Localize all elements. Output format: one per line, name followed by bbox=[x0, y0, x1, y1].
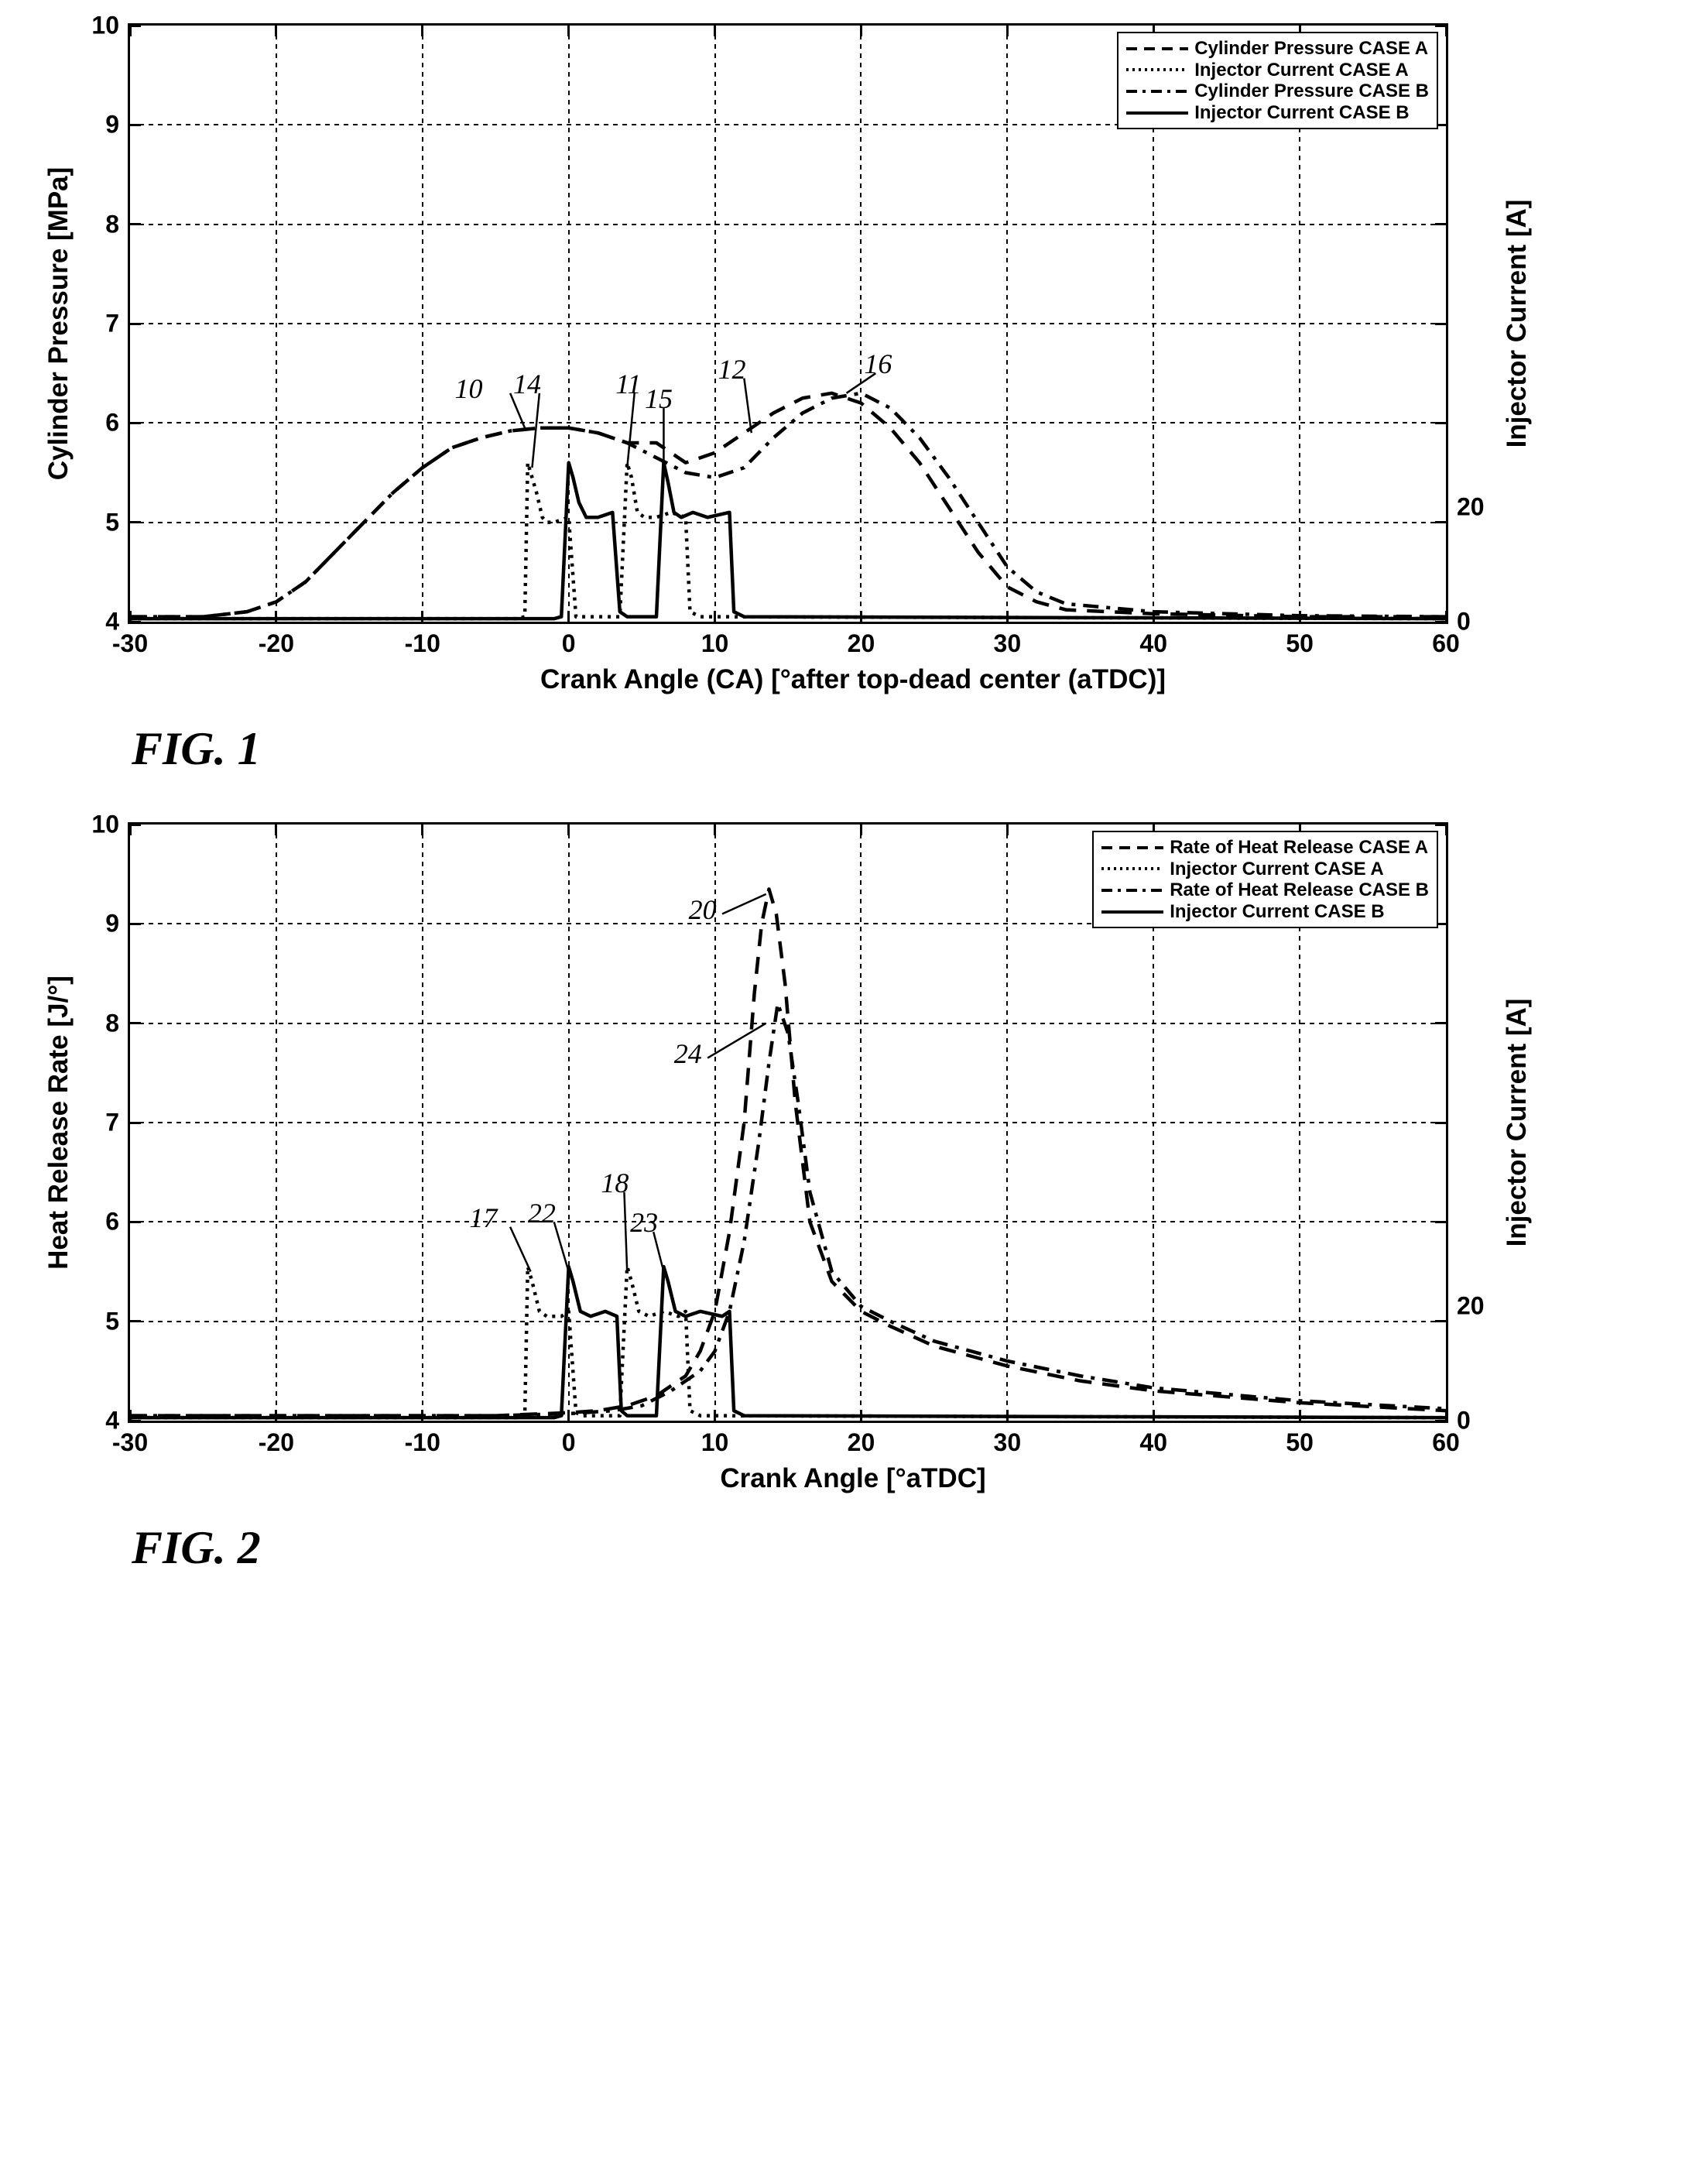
fig2-xlabel: Crank Angle [°aTDC] bbox=[23, 1463, 1683, 1494]
fig1-caption: FIG. 1 bbox=[132, 722, 1683, 776]
ytick-label: 8 bbox=[105, 1009, 119, 1037]
legend-label: Injector Current CASE A bbox=[1194, 60, 1408, 81]
legend-label: Rate of Heat Release CASE A bbox=[1170, 837, 1428, 859]
legend-item: Injector Current CASE B bbox=[1101, 901, 1429, 923]
xtick-label: 40 bbox=[1139, 629, 1167, 658]
xtick-label: 0 bbox=[562, 629, 576, 658]
xtick-label: -30 bbox=[112, 1428, 148, 1457]
legend-item: Injector Current CASE A bbox=[1101, 859, 1429, 880]
xtick-label: -30 bbox=[112, 629, 148, 658]
xtick-label: 20 bbox=[848, 1428, 875, 1457]
xtick-label: 20 bbox=[848, 629, 875, 658]
ytick-right-label: 20 bbox=[1457, 1292, 1485, 1321]
annotation-20: 20 bbox=[689, 893, 717, 926]
fig1-plot: Cylinder Pressure [MPa] Injector Current… bbox=[128, 23, 1448, 624]
xtick-label: 30 bbox=[994, 629, 1022, 658]
xtick-label: 10 bbox=[701, 1428, 729, 1457]
annotation-18: 18 bbox=[601, 1167, 629, 1199]
legend-item: Cylinder Pressure CASE A bbox=[1126, 38, 1429, 60]
legend-label: Injector Current CASE B bbox=[1170, 901, 1384, 923]
fig1-xlabel: Crank Angle (CA) [°after top-dead center… bbox=[23, 664, 1683, 695]
xtick-label: 60 bbox=[1432, 1428, 1460, 1457]
legend-label: Injector Current CASE B bbox=[1194, 102, 1409, 124]
fig2-caption: FIG. 2 bbox=[132, 1521, 1683, 1575]
legend-item: Injector Current CASE A bbox=[1126, 60, 1429, 81]
series-injB bbox=[130, 463, 1446, 619]
legend-item: Injector Current CASE B bbox=[1126, 102, 1429, 124]
series-pressA bbox=[130, 393, 1446, 617]
ytick-label: 5 bbox=[105, 508, 119, 537]
annotation-10: 10 bbox=[454, 372, 482, 405]
annotation-24: 24 bbox=[674, 1037, 702, 1070]
ytick-label: 6 bbox=[105, 409, 119, 437]
fig2-ylabel-right: Injector Current [A] bbox=[1502, 999, 1533, 1247]
xtick-label: -10 bbox=[405, 1428, 440, 1457]
ytick-label: 6 bbox=[105, 1208, 119, 1236]
annotation-15: 15 bbox=[645, 382, 673, 415]
legend-label: Rate of Heat Release CASE B bbox=[1170, 879, 1429, 901]
fig2-plot: Heat Release Rate [J/°] Injector Current… bbox=[128, 822, 1448, 1423]
ytick-label: 7 bbox=[105, 310, 119, 338]
legend-label: Cylinder Pressure CASE A bbox=[1194, 38, 1428, 60]
figure-1: Cylinder Pressure [MPa] Injector Current… bbox=[23, 23, 1683, 776]
series-rohrB bbox=[130, 1003, 1446, 1416]
legend: Cylinder Pressure CASE AInjector Current… bbox=[1117, 32, 1438, 129]
fig2-ylabel-left: Heat Release Rate [J/°] bbox=[43, 975, 74, 1270]
legend-label: Cylinder Pressure CASE B bbox=[1194, 81, 1429, 102]
ytick-right-label: 20 bbox=[1457, 493, 1485, 522]
ytick-label: 10 bbox=[91, 811, 119, 839]
ytick-label: 5 bbox=[105, 1307, 119, 1335]
legend-item: Rate of Heat Release CASE A bbox=[1101, 837, 1429, 859]
figure-2: Heat Release Rate [J/°] Injector Current… bbox=[23, 822, 1683, 1575]
legend: Rate of Heat Release CASE AInjector Curr… bbox=[1092, 831, 1438, 928]
series-pressB bbox=[130, 393, 1446, 617]
annotation-12: 12 bbox=[718, 353, 745, 386]
xtick-label: 30 bbox=[994, 1428, 1022, 1457]
annotation-17: 17 bbox=[469, 1202, 497, 1234]
xtick-label: 10 bbox=[701, 629, 729, 658]
xtick-label: 40 bbox=[1139, 1428, 1167, 1457]
legend-item: Rate of Heat Release CASE B bbox=[1101, 879, 1429, 901]
ytick-label: 8 bbox=[105, 210, 119, 238]
ytick-label: 10 bbox=[91, 12, 119, 40]
xtick-label: -20 bbox=[259, 1428, 294, 1457]
series-rohrA bbox=[130, 889, 1446, 1415]
xtick-label: 50 bbox=[1286, 1428, 1314, 1457]
annotation-14: 14 bbox=[513, 368, 541, 400]
series-injA bbox=[130, 463, 1446, 619]
fig1-ylabel-left: Cylinder Pressure [MPa] bbox=[43, 167, 74, 481]
ytick-label: 9 bbox=[105, 910, 119, 938]
ytick-label: 9 bbox=[105, 111, 119, 139]
xtick-label: -20 bbox=[259, 629, 294, 658]
xtick-label: 60 bbox=[1432, 629, 1460, 658]
annotation-11: 11 bbox=[615, 368, 641, 400]
legend-label: Injector Current CASE A bbox=[1170, 859, 1383, 880]
annotation-23: 23 bbox=[630, 1206, 658, 1239]
fig1-ylabel-right: Injector Current [A] bbox=[1502, 200, 1533, 448]
annotation-16: 16 bbox=[864, 348, 892, 380]
ytick-label: 7 bbox=[105, 1109, 119, 1137]
legend-item: Cylinder Pressure CASE B bbox=[1126, 81, 1429, 102]
xtick-label: -10 bbox=[405, 629, 440, 658]
xtick-label: 50 bbox=[1286, 629, 1314, 658]
xtick-label: 0 bbox=[562, 1428, 576, 1457]
annotation-22: 22 bbox=[528, 1197, 556, 1229]
